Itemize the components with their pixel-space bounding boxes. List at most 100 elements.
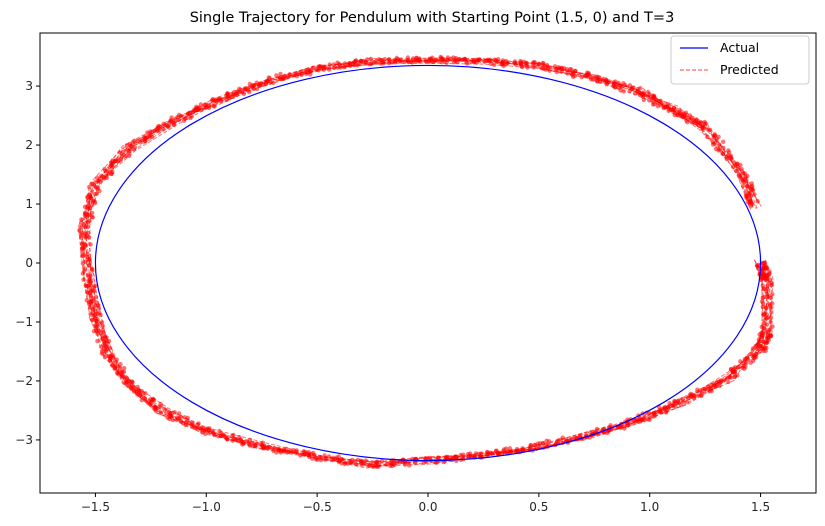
- predicted-point: [247, 437, 253, 443]
- predicted-point: [398, 59, 403, 64]
- predicted-point: [191, 108, 196, 113]
- predicted-point: [536, 61, 542, 67]
- predicted-point: [402, 59, 407, 64]
- predicted-point: [288, 448, 293, 454]
- predicted-point: [117, 150, 123, 155]
- predicted-point: [768, 295, 774, 301]
- predicted-point: [126, 153, 132, 159]
- predicted-point: [728, 155, 733, 161]
- predicted-point: [626, 423, 631, 428]
- predicted-point: [83, 220, 89, 226]
- predicted-point: [176, 411, 182, 416]
- predicted-point: [327, 62, 332, 67]
- predicted-point: [503, 58, 509, 64]
- predicted-point: [288, 73, 293, 78]
- predicted-point: [335, 60, 340, 65]
- predicted-point: [738, 162, 743, 168]
- predicted-point: [159, 404, 164, 409]
- predicted-point: [122, 365, 127, 371]
- predicted-point: [151, 396, 156, 402]
- predicted-point: [260, 440, 265, 445]
- predicted-point: [655, 104, 661, 109]
- predicted-point: [422, 456, 428, 461]
- predicted-point: [90, 296, 95, 301]
- predicted-point: [686, 395, 691, 401]
- predicted-point: [91, 288, 97, 294]
- predicted-point: [78, 225, 83, 230]
- x-tick-label: 1.5: [751, 500, 770, 514]
- predicted-point: [735, 166, 740, 172]
- predicted-point: [142, 397, 148, 402]
- predicted-point: [246, 441, 251, 446]
- predicted-point: [441, 459, 446, 465]
- predicted-point: [217, 96, 222, 101]
- predicted-point: [192, 425, 198, 430]
- predicted-point: [120, 372, 125, 378]
- predicted-point: [761, 301, 766, 306]
- predicted-point: [87, 305, 93, 310]
- predicted-point: [641, 97, 646, 103]
- predicted-point: [95, 338, 100, 344]
- predicted-point: [332, 65, 337, 71]
- predicted-point: [436, 58, 441, 64]
- predicted-point: [266, 75, 271, 80]
- predicted-point: [359, 459, 364, 464]
- predicted-point: [79, 217, 84, 222]
- predicted-point: [80, 271, 86, 276]
- predicted-point: [178, 419, 184, 424]
- predicted-point: [119, 154, 125, 159]
- predicted-point: [673, 404, 678, 409]
- predicted-point: [237, 435, 242, 440]
- predicted-point: [182, 415, 187, 420]
- predicted-point: [748, 204, 753, 209]
- predicted-point: [770, 301, 775, 306]
- predicted-point: [726, 379, 731, 385]
- predicted-point: [655, 100, 660, 105]
- predicted-point: [365, 57, 370, 62]
- predicted-point: [751, 355, 756, 360]
- y-tick-label: −3: [15, 433, 33, 447]
- predicted-point: [687, 113, 693, 118]
- predicted-point: [559, 69, 564, 74]
- predicted-point: [89, 203, 95, 208]
- predicted-point: [84, 298, 90, 303]
- predicted-point: [757, 349, 763, 354]
- x-tick-label: −1.0: [192, 500, 221, 514]
- predicted-point: [501, 63, 506, 69]
- predicted-point: [94, 191, 100, 196]
- predicted-point: [500, 60, 505, 65]
- predicted-point: [488, 61, 494, 66]
- predicted-point: [197, 105, 202, 111]
- predicted-point: [238, 87, 243, 93]
- predicted-point: [765, 283, 770, 289]
- predicted-point: [434, 460, 439, 466]
- predicted-point: [760, 335, 765, 340]
- predicted-point: [731, 160, 737, 166]
- predicted-point: [190, 420, 195, 425]
- predicted-point: [764, 322, 769, 327]
- predicted-point: [254, 86, 260, 92]
- predicted-point: [764, 330, 769, 335]
- predicted-point: [659, 100, 664, 106]
- predicted-point: [94, 185, 100, 190]
- predicted-point: [160, 127, 165, 132]
- predicted-point: [650, 102, 656, 107]
- predicted-point: [104, 335, 109, 340]
- predicted-point: [544, 62, 550, 68]
- predicted-point: [684, 399, 690, 405]
- predicted-point: [763, 265, 769, 271]
- y-tick-label: −2: [15, 374, 33, 388]
- y-tick-label: 2: [25, 138, 33, 152]
- predicted-point: [482, 59, 487, 64]
- predicted-point: [149, 135, 155, 140]
- predicted-point: [457, 56, 462, 62]
- predicted-point: [703, 121, 708, 126]
- predicted-point: [714, 383, 719, 388]
- predicted-point: [102, 343, 108, 348]
- plot-frame: [39, 32, 817, 494]
- predicted-point: [413, 460, 418, 466]
- predicted-point: [466, 455, 471, 460]
- predicted-point: [710, 142, 716, 147]
- x-tick-label: −1.5: [81, 500, 110, 514]
- predicted-point: [369, 61, 374, 67]
